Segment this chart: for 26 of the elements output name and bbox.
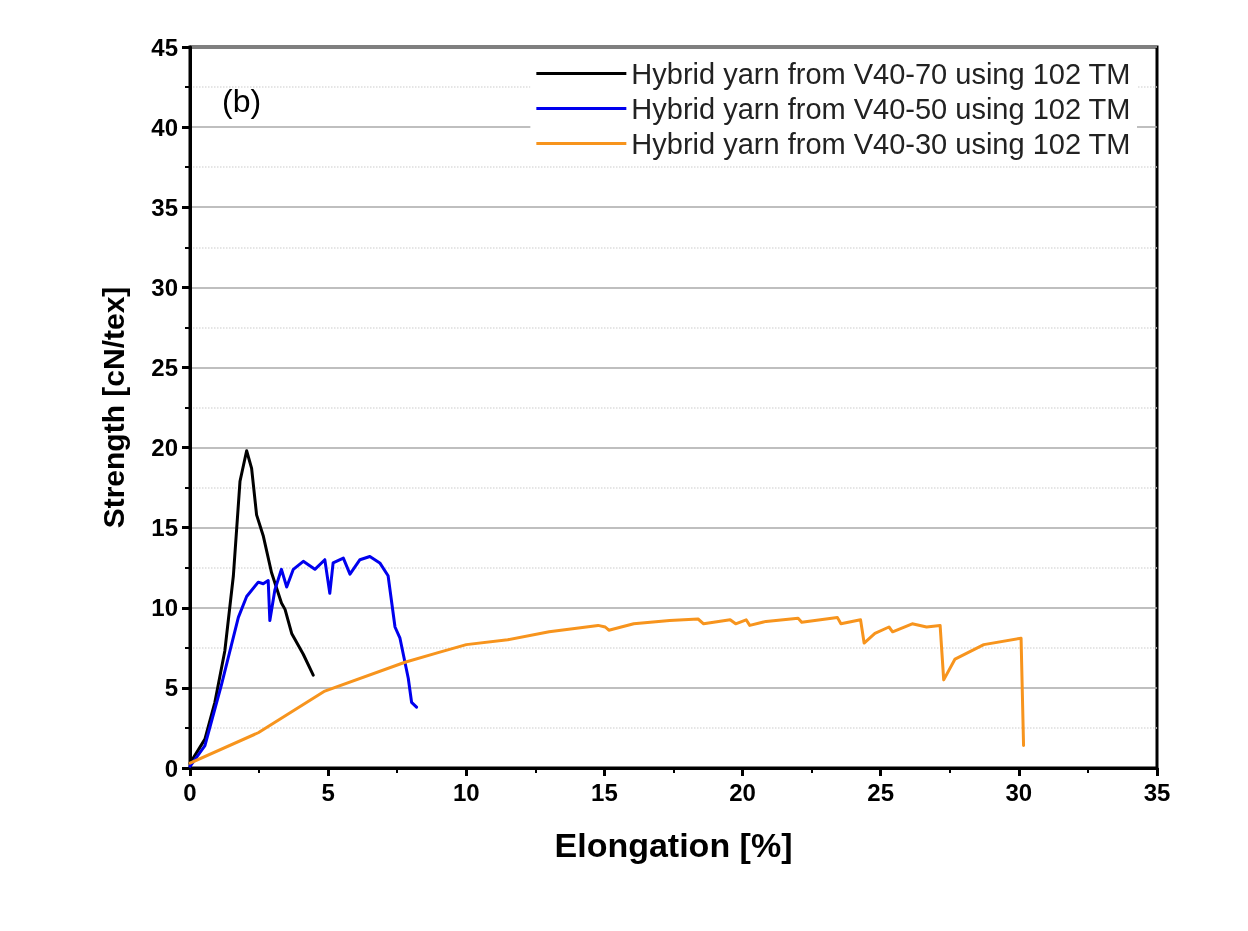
y-tick-label: 20: [151, 434, 178, 462]
x-axis-title: Elongation [%]: [554, 826, 793, 864]
x-tick-label: 20: [729, 778, 756, 806]
x-tick-label: 25: [867, 778, 895, 806]
legend-label: Hybrid yarn from V40-50 using 102 TM: [631, 92, 1131, 125]
x-tick-label: 15: [591, 778, 618, 806]
y-tick-label: 40: [151, 113, 178, 141]
y-tick-label: 0: [164, 754, 178, 782]
line-series: [188, 555, 419, 768]
x-tick-label: 5: [321, 778, 335, 806]
x-tick-label: 30: [1005, 778, 1033, 806]
legend-label: Hybrid yarn from V40-70 using 102 TM: [631, 57, 1131, 90]
annotation: (b): [222, 83, 262, 119]
x-tick-label: 10: [452, 778, 480, 806]
y-tick-label: 30: [151, 273, 178, 301]
x-tick-label: 0: [183, 778, 197, 806]
y-tick-label: 10: [151, 594, 178, 622]
x-tick-label: 35: [1143, 778, 1171, 806]
y-tick-label: 5: [164, 674, 178, 702]
legend-label: Hybrid yarn from V40-30 using 102 TM: [631, 127, 1131, 160]
y-tick-label: 25: [151, 353, 178, 381]
line-series: [188, 615, 1026, 765]
y-tick-label: 15: [151, 514, 178, 542]
y-tick-label: 45: [151, 33, 178, 61]
y-axis-title: Strength [cN/tex]: [96, 286, 130, 529]
y-tick-label: 35: [151, 193, 178, 221]
